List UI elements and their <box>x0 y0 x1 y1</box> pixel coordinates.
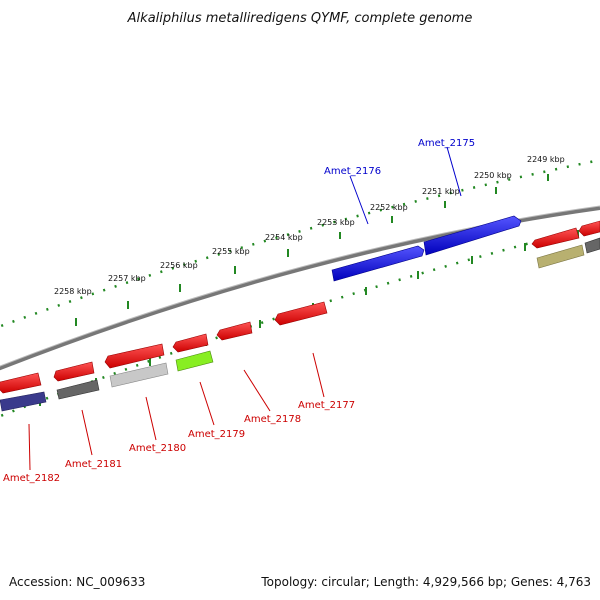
reverse-genes <box>0 220 600 394</box>
forward-gene-2176[interactable] <box>331 245 425 282</box>
kbp-label: 2258 kbp <box>54 287 92 296</box>
reverse-gene-2179[interactable] <box>172 333 209 353</box>
forward-gene-2175[interactable] <box>423 215 522 256</box>
reverse-gene-right-1[interactable] <box>531 227 580 249</box>
gene-label-amet-2182[interactable]: Amet_2182 <box>3 473 60 484</box>
green-gene[interactable] <box>175 350 214 372</box>
kbp-label: 2250 kbp <box>474 171 512 180</box>
forward-label-connectors <box>349 146 462 225</box>
reverse-label-connectors <box>28 352 325 471</box>
gene-label-amet-2180[interactable]: Amet_2180 <box>129 443 186 454</box>
reverse-gene-2180[interactable] <box>104 343 165 369</box>
kbp-label: 2257 kbp <box>108 274 146 283</box>
inner-tick-ruler <box>0 223 600 418</box>
reverse-gene-2178[interactable] <box>216 321 253 341</box>
outer-tick-ruler <box>0 158 600 328</box>
kbp-label: 2251 kbp <box>422 187 460 196</box>
rna-gene[interactable] <box>0 391 47 412</box>
gene-label-amet-2175[interactable]: Amet_2175 <box>418 138 475 149</box>
gene-label-amet-2177[interactable]: Amet_2177 <box>298 400 355 411</box>
kbp-label: 2253 kbp <box>317 218 355 227</box>
gene-label-amet-2176[interactable]: Amet_2176 <box>324 166 381 177</box>
genome-summary-text: Topology: circular; Length: 4,929,566 bp… <box>260 575 591 589</box>
reverse-gene-right-2[interactable] <box>578 220 600 237</box>
kbp-label: 2249 kbp <box>527 155 565 164</box>
gene-label-amet-2178[interactable]: Amet_2178 <box>244 414 301 425</box>
outer-major-ticks <box>75 174 549 326</box>
olive-gene[interactable] <box>536 244 585 269</box>
gene-label-amet-2181[interactable]: Amet_2181 <box>65 459 122 470</box>
kbp-label: 2254 kbp <box>265 233 303 242</box>
kbp-label: 2255 kbp <box>212 247 250 256</box>
reverse-gene-2177[interactable] <box>274 301 328 326</box>
kbp-label: 2252 kbp <box>370 203 408 212</box>
accession-text: Accession: NC_009633 <box>9 575 145 589</box>
reverse-gene-2181[interactable] <box>53 361 95 382</box>
reverse-gene-2182-far[interactable] <box>0 372 42 394</box>
gene-label-amet-2179[interactable]: Amet_2179 <box>188 429 245 440</box>
gray-gene-right[interactable] <box>584 237 600 254</box>
kbp-label: 2256 kbp <box>160 261 198 270</box>
gray-gene[interactable] <box>56 379 100 400</box>
lightgray-gene[interactable] <box>109 362 169 388</box>
map-title: Alkaliphilus metalliredigens QYMF, compl… <box>127 11 473 26</box>
